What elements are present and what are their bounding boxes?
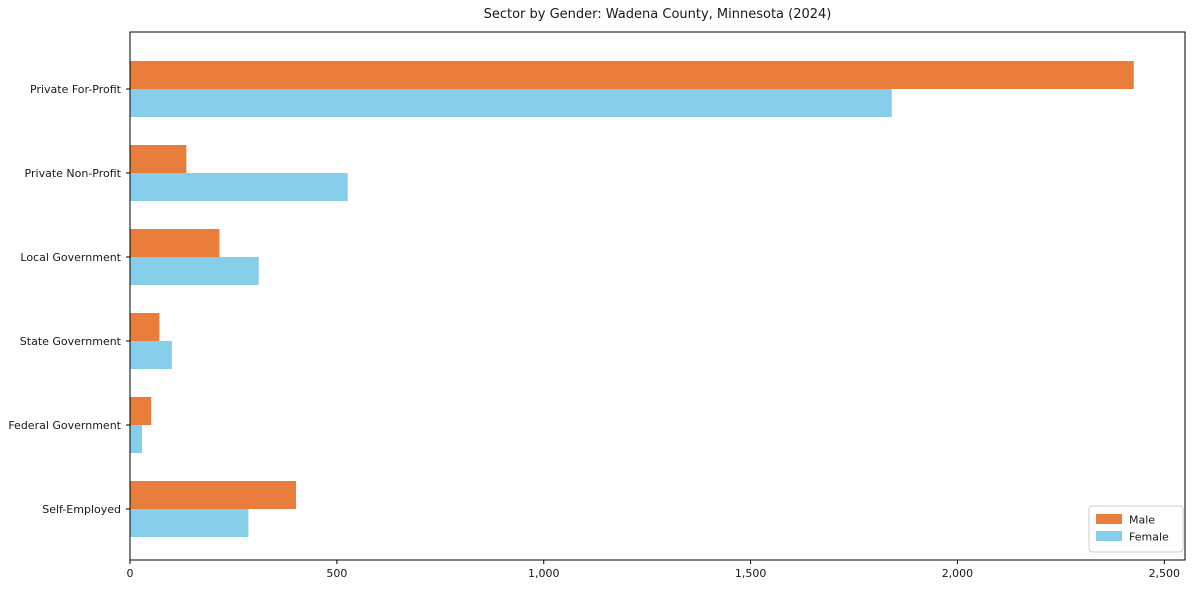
x-tick-label: 0 bbox=[127, 567, 134, 580]
x-tick-label: 1,500 bbox=[735, 567, 767, 580]
x-tick-label: 2,000 bbox=[942, 567, 974, 580]
bar-male-private-non-profit bbox=[130, 145, 187, 173]
bar-female-federal-government bbox=[130, 425, 143, 453]
bar-female-self-employed bbox=[130, 509, 249, 537]
bar-male-private-for-profit bbox=[130, 61, 1134, 89]
legend-label-female: Female bbox=[1129, 531, 1169, 544]
y-tick-label-self-employed: Self-Employed bbox=[42, 503, 121, 516]
y-tick-label-private-for-profit: Private For-Profit bbox=[30, 83, 122, 96]
x-tick-label: 500 bbox=[326, 567, 347, 580]
y-tick-label-local-government: Local Government bbox=[20, 251, 121, 264]
legend-swatch-male bbox=[1096, 514, 1122, 524]
x-tick-label: 2,500 bbox=[1149, 567, 1181, 580]
chart-title: Sector by Gender: Wadena County, Minneso… bbox=[483, 7, 832, 22]
bar-female-state-government bbox=[130, 341, 172, 369]
bar-male-state-government bbox=[130, 313, 160, 341]
y-tick-label-private-non-profit: Private Non-Profit bbox=[25, 167, 122, 180]
bar-female-private-non-profit bbox=[130, 173, 348, 201]
plot-border bbox=[129, 31, 1186, 561]
bar-male-self-employed bbox=[130, 481, 296, 509]
bar-female-private-for-profit bbox=[130, 89, 892, 117]
y-tick-label-state-government: State Government bbox=[20, 335, 122, 348]
y-tick-label-federal-government: Federal Government bbox=[8, 419, 121, 432]
x-tick-label: 1,000 bbox=[528, 567, 560, 580]
bar-male-federal-government bbox=[130, 397, 152, 425]
bar-female-local-government bbox=[130, 257, 259, 285]
legend-swatch-female bbox=[1096, 531, 1122, 541]
legend-label-male: Male bbox=[1129, 514, 1155, 527]
bar-male-local-government bbox=[130, 229, 220, 257]
